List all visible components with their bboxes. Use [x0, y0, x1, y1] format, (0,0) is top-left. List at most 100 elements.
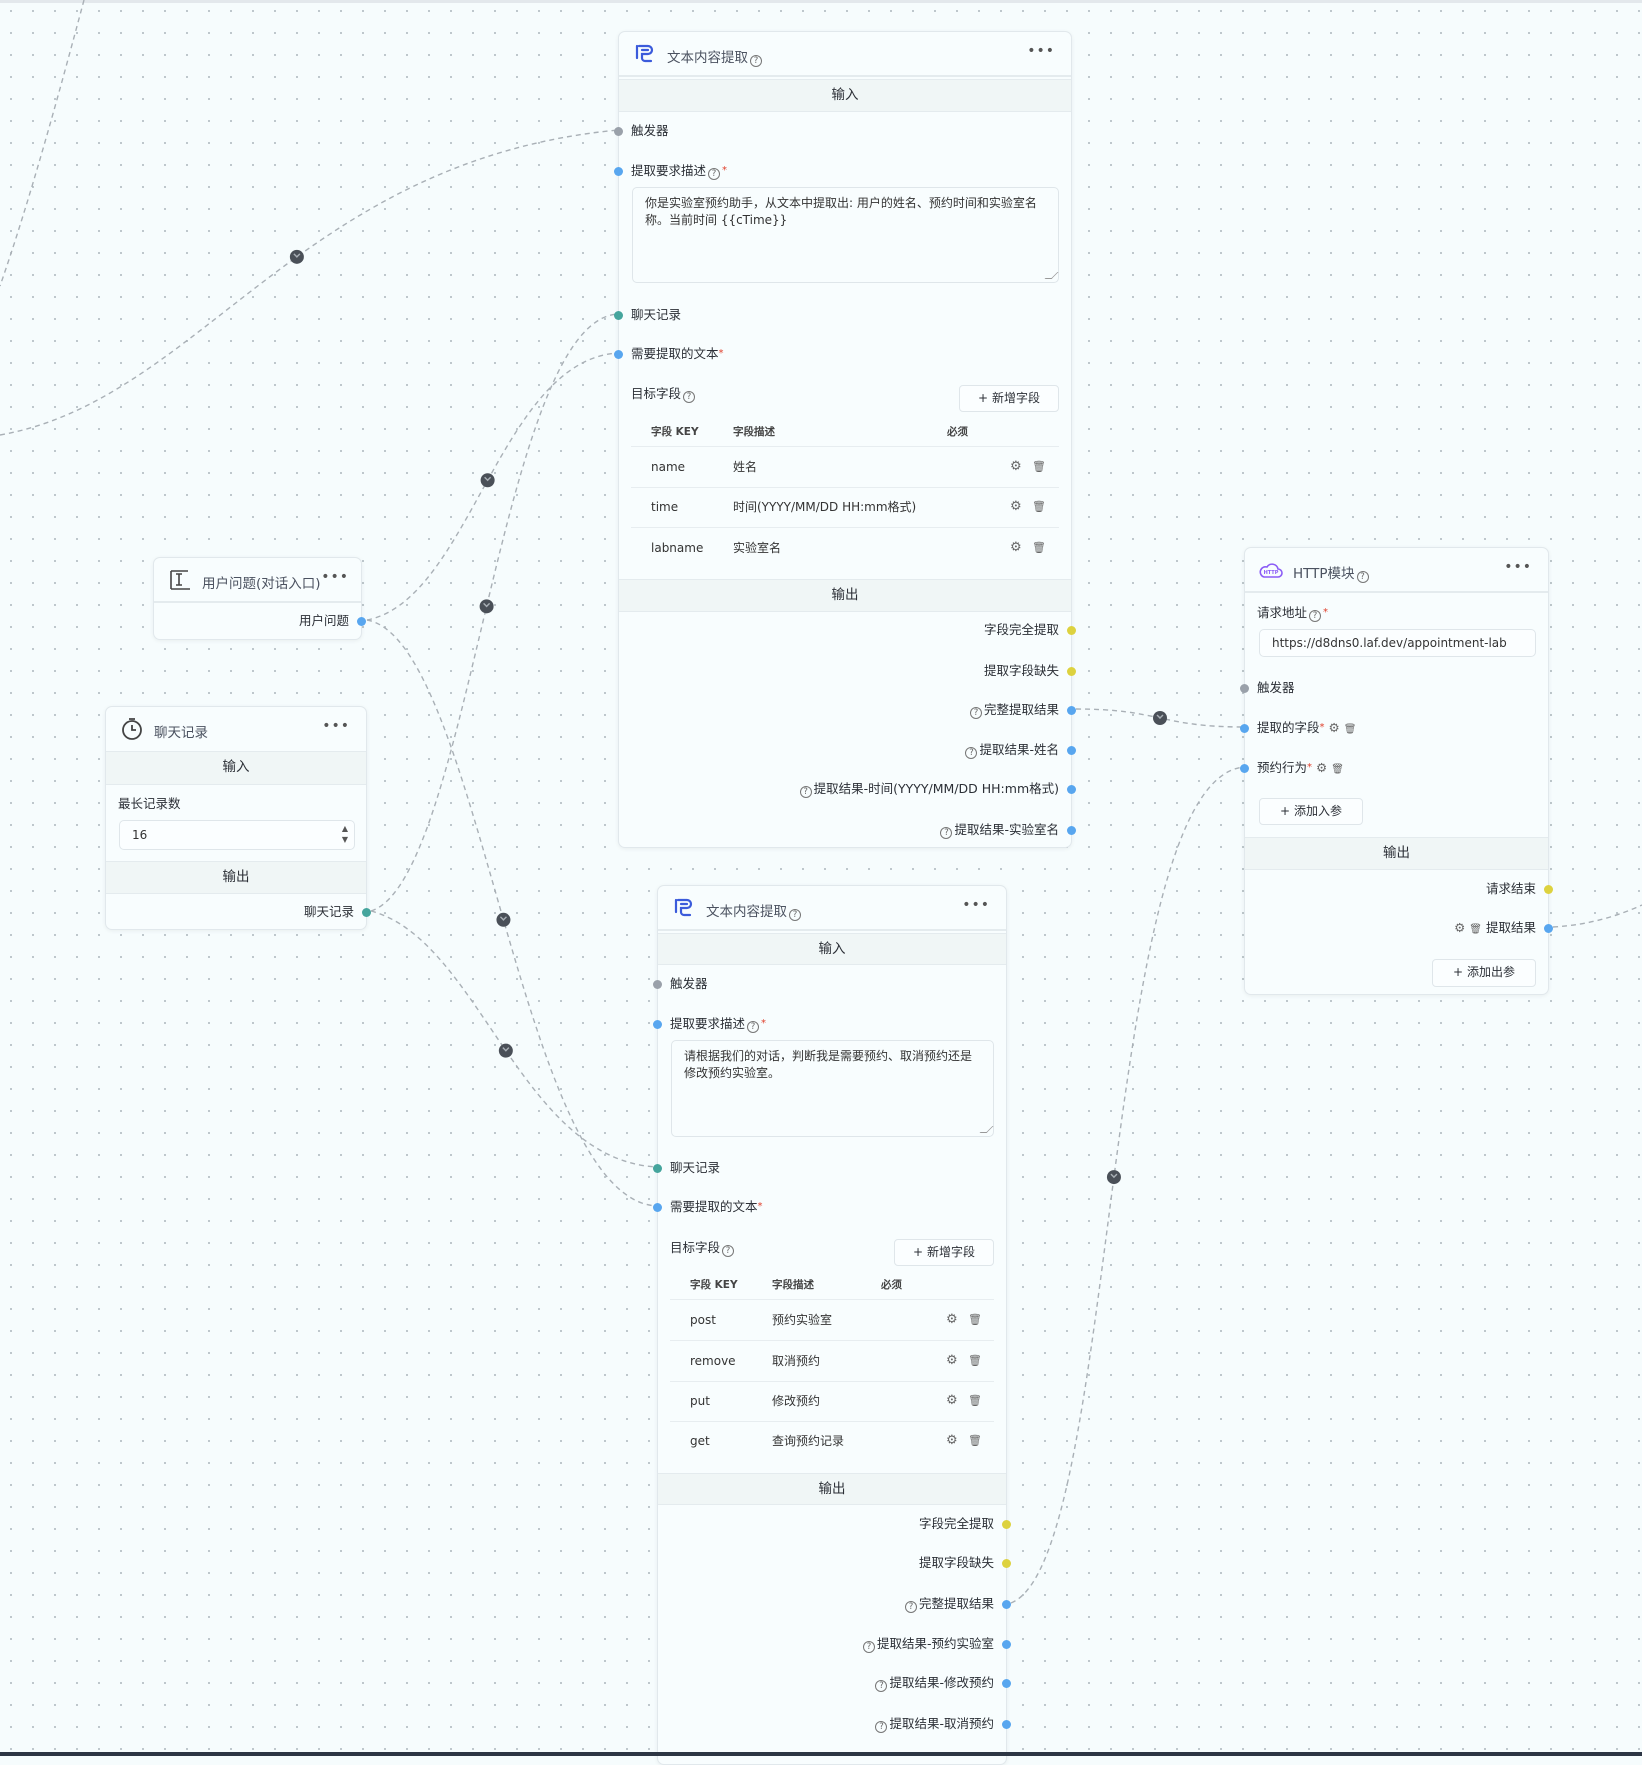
- edge[interactable]: [370, 910, 658, 1168]
- output-handle[interactable]: [1002, 1520, 1011, 1529]
- trash-icon[interactable]: 🗑: [1032, 500, 1046, 513]
- trash-icon[interactable]: 🗑: [1032, 541, 1046, 554]
- desc-handle[interactable]: [653, 1020, 662, 1029]
- decrement-icon[interactable]: ▼: [341, 835, 348, 844]
- desc-textarea[interactable]: 请根据我们的对话，判断我是需要预约、取消预约还是修改预约实验室。: [671, 1040, 994, 1137]
- delete-edge-icon[interactable]: [496, 912, 511, 927]
- gear-icon[interactable]: ⚙: [1010, 459, 1022, 474]
- help-icon[interactable]: ?: [1309, 610, 1322, 622]
- delete-edge-icon[interactable]: [479, 599, 494, 614]
- output-handle[interactable]: [1067, 667, 1076, 676]
- max-records-stepper[interactable]: 16 ▲ ▼: [119, 820, 355, 850]
- help-icon[interactable]: ?: [747, 1021, 760, 1033]
- add-input-param-button[interactable]: + 添加入参: [1259, 798, 1363, 825]
- desc-textarea[interactable]: 你是实验室预约助手，从文本中提取出: 用户的姓名、预约时间和实验室名称。当前时间…: [632, 187, 1059, 283]
- trigger-handle[interactable]: [614, 127, 623, 136]
- trash-icon[interactable]: 🗑: [968, 1434, 982, 1447]
- user-question-node[interactable]: 用户问题(对话入口) ••• 用户问题: [153, 557, 366, 640]
- help-icon[interactable]: ?: [862, 1641, 875, 1653]
- edge[interactable]: [0, 129, 619, 436]
- trash-icon[interactable]: 🗑: [968, 1313, 982, 1326]
- chat-history-handle[interactable]: [362, 908, 371, 917]
- gear-icon[interactable]: ⚙: [1454, 920, 1466, 935]
- help-icon[interactable]: ?: [708, 168, 721, 180]
- chat-history-node[interactable]: 聊天记录 ••• 输入 最长记录数 16 ▲ ▼ 输出 聊天记录: [105, 706, 371, 930]
- output-handle[interactable]: [1067, 626, 1076, 635]
- text-handle[interactable]: [614, 350, 623, 359]
- output-handle[interactable]: [1067, 706, 1076, 715]
- help-icon[interactable]: ?: [750, 55, 762, 67]
- delete-edge-icon[interactable]: [498, 1043, 513, 1058]
- edge[interactable]: [1010, 766, 1245, 1604]
- output-handle[interactable]: [1002, 1559, 1011, 1568]
- request-end-handle[interactable]: [1544, 885, 1553, 894]
- more-menu-button[interactable]: •••: [1504, 559, 1532, 575]
- help-icon[interactable]: ?: [722, 1245, 735, 1257]
- delete-edge-icon[interactable]: [480, 473, 495, 488]
- trash-icon[interactable]: 🗑: [1343, 724, 1357, 735]
- add-field-button[interactable]: + 新增字段: [959, 385, 1059, 412]
- help-icon[interactable]: ?: [969, 707, 982, 719]
- output-handle[interactable]: [1002, 1600, 1011, 1609]
- node-header[interactable]: 文本内容提取? •••: [619, 32, 1071, 77]
- output-handle[interactable]: [1002, 1640, 1011, 1649]
- desc-handle[interactable]: [614, 167, 623, 176]
- trash-icon[interactable]: 🗑: [1331, 764, 1344, 775]
- node-header[interactable]: 文本内容提取? •••: [658, 886, 1006, 931]
- url-input[interactable]: https://d8dns0.laf.dev/appointment-lab: [1259, 629, 1536, 657]
- gear-icon[interactable]: ⚙: [1010, 499, 1022, 514]
- node-header[interactable]: 用户问题(对话入口) •••: [154, 558, 361, 603]
- edge[interactable]: [1552, 904, 1642, 928]
- trash-icon[interactable]: 🗑: [968, 1394, 982, 1407]
- more-menu-button[interactable]: •••: [1027, 43, 1055, 59]
- more-menu-button[interactable]: •••: [322, 718, 350, 734]
- gear-icon[interactable]: ⚙: [946, 1312, 958, 1327]
- edge[interactable]: [0, 0, 85, 287]
- edge[interactable]: [366, 352, 619, 621]
- delete-edge-icon[interactable]: [1106, 1170, 1121, 1185]
- text-extract-node-1[interactable]: 文本内容提取? ••• 输入 触发器 提取要求描述? * 你是实验室预约助手，从文…: [614, 31, 1076, 848]
- gear-icon[interactable]: ⚙: [1328, 720, 1340, 735]
- node-header[interactable]: 聊天记录 •••: [106, 707, 366, 752]
- user-question-handle[interactable]: [357, 617, 366, 626]
- history-handle[interactable]: [614, 311, 623, 320]
- result-handle[interactable]: [1544, 924, 1553, 933]
- trash-icon[interactable]: 🗑: [1469, 924, 1482, 935]
- help-icon[interactable]: ?: [940, 827, 953, 839]
- output-handle[interactable]: [1067, 785, 1076, 794]
- help-icon[interactable]: ?: [799, 786, 812, 798]
- more-menu-button[interactable]: •••: [321, 569, 349, 585]
- http-module-node[interactable]: HTTP HTTP模块? ••• 请求地址? * https://d8dns0.l…: [1240, 547, 1553, 995]
- output-handle[interactable]: [1067, 746, 1076, 755]
- help-icon[interactable]: ?: [875, 1680, 888, 1692]
- help-icon[interactable]: ?: [1356, 571, 1369, 583]
- edge[interactable]: [1075, 708, 1245, 728]
- delete-edge-icon[interactable]: [1153, 711, 1167, 725]
- extracted-fields-handle[interactable]: [1240, 724, 1249, 733]
- history-handle[interactable]: [653, 1164, 662, 1173]
- increment-icon[interactable]: ▲: [341, 824, 348, 833]
- gear-icon[interactable]: ⚙: [1010, 540, 1022, 555]
- gear-icon[interactable]: ⚙: [1316, 760, 1328, 775]
- booking-action-handle[interactable]: [1240, 764, 1249, 773]
- help-icon[interactable]: ?: [789, 909, 801, 921]
- edge[interactable]: [366, 619, 658, 1207]
- trash-icon[interactable]: 🗑: [968, 1354, 982, 1367]
- gear-icon[interactable]: ⚙: [946, 1433, 958, 1448]
- help-icon[interactable]: ?: [683, 391, 696, 403]
- help-icon[interactable]: ?: [965, 747, 978, 759]
- text-extract-node-2[interactable]: 文本内容提取? ••• 输入 触发器 提取要求描述? * 请根据我们的对话，判断我…: [653, 885, 1011, 1765]
- help-icon[interactable]: ?: [875, 1721, 888, 1733]
- gear-icon[interactable]: ⚙: [946, 1393, 958, 1408]
- text-handle[interactable]: [653, 1203, 662, 1212]
- help-icon[interactable]: ?: [904, 1601, 917, 1613]
- trigger-handle[interactable]: [1240, 684, 1249, 693]
- add-field-button[interactable]: + 新增字段: [894, 1239, 994, 1266]
- trash-icon[interactable]: 🗑: [1032, 460, 1046, 473]
- trigger-handle[interactable]: [653, 980, 662, 989]
- output-handle[interactable]: [1002, 1720, 1011, 1729]
- output-handle[interactable]: [1067, 826, 1076, 835]
- more-menu-button[interactable]: •••: [962, 897, 990, 913]
- output-handle[interactable]: [1002, 1679, 1011, 1688]
- delete-edge-icon[interactable]: [289, 249, 304, 264]
